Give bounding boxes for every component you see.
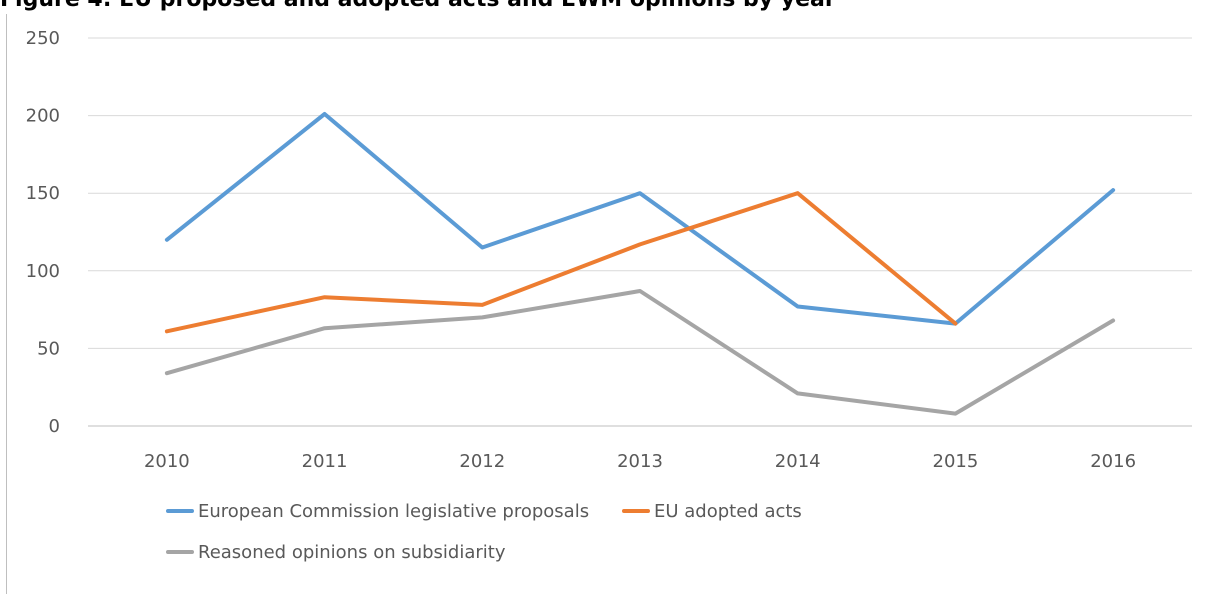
x-axis-tick-labels: 2010 2011 2012 2013 2014 2015 2016 — [144, 451, 1136, 472]
x-tick-label: 2016 — [1090, 451, 1136, 472]
x-tick-label: 2012 — [459, 451, 505, 472]
legend-label-eu-adopted-acts: EU adopted acts — [654, 501, 802, 522]
y-tick-label: 250 — [26, 28, 60, 49]
y-tick-label: 200 — [26, 106, 60, 127]
y-tick-label: 150 — [26, 183, 60, 204]
x-tick-label: 2010 — [144, 451, 190, 472]
legend-label-reasoned-opinions-on-subsidiarity: Reasoned opinions on subsidiarity — [198, 542, 506, 563]
series-lines — [164, 112, 1116, 416]
legend: European Commission legislative proposal… — [166, 501, 802, 563]
x-tick-label: 2015 — [933, 451, 979, 472]
y-axis-tick-labels: 0 50 100 150 200 250 — [26, 28, 60, 437]
chart-frame — [6, 14, 1208, 594]
y-tick-label: 50 — [37, 338, 60, 359]
series-line-eu-adopted-acts — [164, 191, 958, 334]
legend-label-european-commission-legislative-proposals: European Commission legislative proposal… — [198, 501, 589, 522]
line-chart: 0 50 100 150 200 250 2010 2011 2012 2013 2014 2015… — [26, 28, 1192, 563]
y-tick-label: 0 — [49, 416, 60, 437]
x-tick-label: 2013 — [617, 451, 663, 472]
series-line-reasoned-opinions-on-subsidiarity — [164, 289, 1116, 416]
gridlines — [88, 37, 1192, 427]
figure-title: Figure 4: EU proposed and adopted acts a… — [0, 0, 836, 12]
x-tick-label: 2014 — [775, 451, 821, 472]
x-tick-label: 2011 — [302, 451, 348, 472]
y-tick-label: 100 — [26, 261, 60, 282]
